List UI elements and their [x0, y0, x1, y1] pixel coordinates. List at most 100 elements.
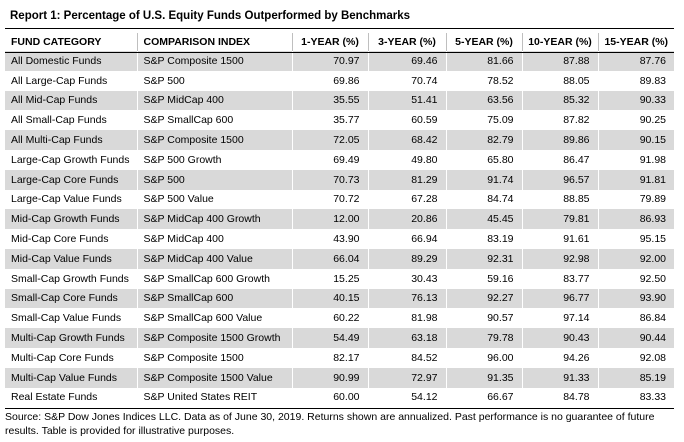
- table-row: All Multi-Cap Funds S&P Composite 1500 72.…: [5, 130, 674, 150]
- column-header: 15-YEAR (%): [597, 33, 674, 51]
- percentage-cell: 92.50: [597, 268, 674, 289]
- percentage-cell: 90.25: [597, 110, 674, 131]
- comparison-index-cell: S&P SmallCap 600 Value: [136, 308, 292, 329]
- percentage-cell: 85.32: [521, 90, 598, 111]
- percentage-cell: 86.84: [597, 308, 674, 329]
- percentage-cell: 49.80: [367, 149, 446, 170]
- percentage-cell: 84.78: [521, 387, 598, 408]
- fund-category-cell: Multi-Cap Value Funds: [5, 367, 137, 388]
- comparison-index-cell: S&P MidCap 400: [136, 229, 292, 249]
- comparison-index-cell: S&P Composite 1500: [136, 347, 292, 368]
- percentage-cell: 88.85: [521, 189, 598, 210]
- percentage-cell: 60.00: [291, 387, 368, 408]
- percentage-cell: 65.80: [445, 149, 522, 170]
- percentage-cell: 83.77: [521, 268, 598, 289]
- table-row: All Small-Cap Funds S&P SmallCap 600 35.77…: [5, 110, 674, 131]
- table-row: Multi-Cap Core Funds S&P Composite 1500 82…: [5, 347, 674, 368]
- percentage-cell: 54.12: [367, 387, 446, 408]
- comparison-index-cell: S&P Composite 1500: [136, 51, 292, 71]
- fund-category-cell: Small-Cap Growth Funds: [5, 268, 137, 289]
- percentage-cell: 35.77: [291, 110, 368, 131]
- fund-category-cell: Large-Cap Growth Funds: [5, 149, 137, 170]
- percentage-cell: 90.15: [597, 130, 674, 150]
- percentage-cell: 63.56: [445, 90, 522, 111]
- comparison-index-cell: S&P 500 Value: [136, 189, 292, 210]
- fund-category-cell: Small-Cap Value Funds: [5, 308, 137, 329]
- percentage-cell: 86.47: [521, 149, 598, 170]
- table-row: Large-Cap Core Funds S&P 500 70.73 81.29 91.…: [5, 169, 674, 190]
- fund-category-cell: Small-Cap Core Funds: [5, 288, 137, 309]
- percentage-cell: 92.08: [597, 347, 674, 368]
- percentage-cell: 35.55: [291, 90, 368, 111]
- percentage-cell: 90.43: [521, 328, 598, 348]
- percentage-cell: 83.19: [445, 229, 522, 249]
- percentage-cell: 82.79: [445, 130, 522, 150]
- percentage-cell: 51.41: [367, 90, 446, 111]
- column-header: COMPARISON INDEX: [136, 33, 292, 51]
- percentage-cell: 70.74: [367, 70, 446, 91]
- percentage-cell: 81.29: [367, 169, 446, 190]
- column-header: 1-YEAR (%): [291, 33, 368, 51]
- percentage-cell: 70.72: [291, 189, 368, 210]
- fund-category-cell: Real Estate Funds: [5, 387, 137, 408]
- percentage-cell: 87.88: [521, 51, 598, 71]
- table-row: All Large-Cap Funds S&P 500 69.86 70.74 78.5…: [5, 70, 674, 91]
- percentage-cell: 92.98: [521, 248, 598, 269]
- table-row: Mid-Cap Core Funds S&P MidCap 400 43.90 66.…: [5, 229, 674, 249]
- table-row: Multi-Cap Value Funds S&P Composite 1500 …: [5, 367, 674, 388]
- percentage-cell: 70.97: [291, 51, 368, 71]
- percentage-cell: 90.44: [597, 328, 674, 348]
- fund-category-cell: All Large-Cap Funds: [5, 70, 137, 91]
- header-row: FUND CATEGORY COMPARISON INDEX 1-YEAR (%…: [5, 33, 674, 51]
- percentage-cell: 69.86: [291, 70, 368, 91]
- header-rule: [5, 52, 674, 53]
- table-row: Mid-Cap Value Funds S&P MidCap 400 Value 6…: [5, 248, 674, 269]
- percentage-cell: 59.16: [445, 268, 522, 289]
- fund-category-cell: Multi-Cap Core Funds: [5, 347, 137, 368]
- percentage-cell: 79.89: [597, 189, 674, 210]
- percentage-cell: 91.61: [521, 229, 598, 249]
- table-row: Large-Cap Growth Funds S&P 500 Growth 69.4…: [5, 149, 674, 170]
- percentage-cell: 60.22: [291, 308, 368, 329]
- percentage-cell: 86.93: [597, 209, 674, 230]
- comparison-index-cell: S&P SmallCap 600: [136, 288, 292, 309]
- percentage-cell: 91.35: [445, 367, 522, 388]
- percentage-cell: 91.81: [597, 169, 674, 190]
- fund-category-cell: Mid-Cap Core Funds: [5, 229, 137, 249]
- comparison-index-cell: S&P United States REIT: [136, 387, 292, 408]
- percentage-cell: 93.90: [597, 288, 674, 309]
- percentage-cell: 95.15: [597, 229, 674, 249]
- percentage-cell: 92.00: [597, 248, 674, 269]
- percentage-cell: 66.94: [367, 229, 446, 249]
- fund-category-cell: All Small-Cap Funds: [5, 110, 137, 131]
- percentage-cell: 78.52: [445, 70, 522, 91]
- percentage-cell: 97.14: [521, 308, 598, 329]
- percentage-cell: 90.33: [597, 90, 674, 111]
- percentage-cell: 92.27: [445, 288, 522, 309]
- percentage-cell: 60.59: [367, 110, 446, 131]
- percentage-cell: 89.29: [367, 248, 446, 269]
- fund-category-cell: Large-Cap Core Funds: [5, 169, 137, 190]
- percentage-cell: 81.66: [445, 51, 522, 71]
- table-row: Small-Cap Value Funds S&P SmallCap 600 Va…: [5, 308, 674, 329]
- source-footnote: Source: S&P Dow Jones Indices LLC. Data …: [5, 411, 655, 437]
- comparison-index-cell: S&P Composite 1500: [136, 130, 292, 150]
- percentage-cell: 72.97: [367, 367, 446, 388]
- fund-category-cell: Mid-Cap Growth Funds: [5, 209, 137, 230]
- percentage-cell: 85.19: [597, 367, 674, 388]
- percentage-cell: 66.04: [291, 248, 368, 269]
- percentage-cell: 70.73: [291, 169, 368, 190]
- table-row: Small-Cap Growth Funds S&P SmallCap 600 G…: [5, 268, 674, 289]
- comparison-index-cell: S&P MidCap 400 Growth: [136, 209, 292, 230]
- comparison-index-cell: S&P 500: [136, 70, 292, 91]
- percentage-cell: 20.86: [367, 209, 446, 230]
- table-row: Small-Cap Core Funds S&P SmallCap 600 40.1…: [5, 288, 674, 309]
- percentage-cell: 83.33: [597, 387, 674, 408]
- percentage-cell: 30.43: [367, 268, 446, 289]
- percentage-cell: 72.05: [291, 130, 368, 150]
- percentage-cell: 84.74: [445, 189, 522, 210]
- percentage-cell: 87.76: [597, 51, 674, 71]
- table-body: All Domestic Funds S&P Composite 1500 70.9…: [5, 51, 674, 408]
- column-header: 3-YEAR (%): [367, 33, 446, 51]
